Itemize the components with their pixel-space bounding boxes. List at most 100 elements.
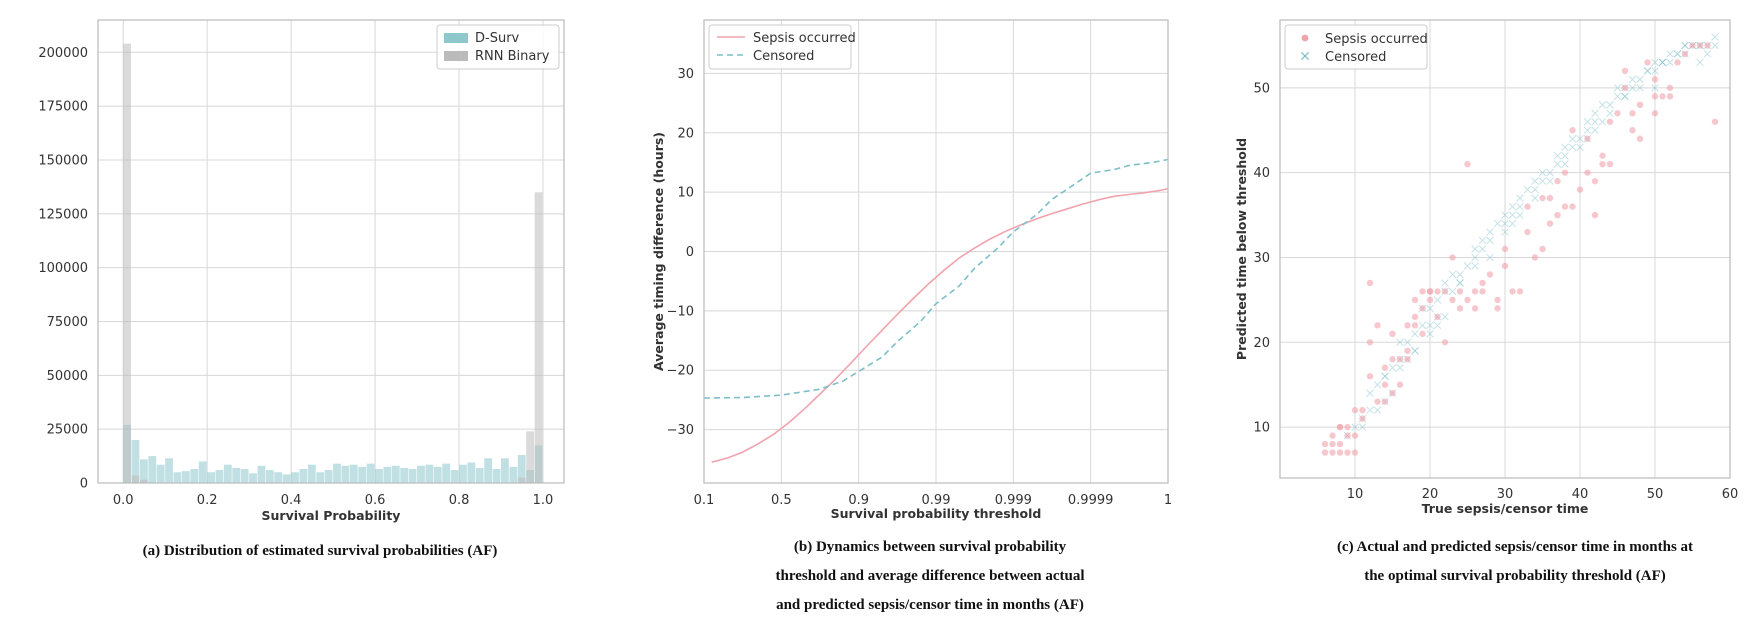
scatter-point-censored <box>1516 194 1524 202</box>
scatter-point-censored <box>1381 372 1389 380</box>
scatter-point-sepsis-occurred <box>1389 356 1396 363</box>
histogram-bar-dsurv <box>274 472 283 483</box>
scatter-point-censored <box>1621 92 1629 101</box>
x-tick-label: 0.9999 <box>1068 493 1114 508</box>
scatter-point-sepsis-occurred <box>1599 160 1606 168</box>
scatter-point-sepsis-occurred <box>1381 364 1389 371</box>
scatter-point-censored <box>1583 126 1592 135</box>
scatter-point-sepsis-occurred <box>1449 296 1456 304</box>
scatter-point-censored <box>1418 321 1427 330</box>
scatter-point-sepsis-occurred <box>1696 42 1704 49</box>
scatter-point-sepsis-occurred <box>1479 288 1486 295</box>
histogram-bar-dsurv <box>156 464 165 483</box>
scatter-point-sepsis-occurred <box>1419 305 1426 312</box>
scatter-point-sepsis-occurred <box>1389 330 1396 338</box>
scatter-point-sepsis-occurred <box>1351 406 1359 414</box>
scatter-point-censored <box>1456 279 1464 287</box>
legend-label: Censored <box>1325 50 1386 65</box>
scatter-point-censored <box>1583 118 1592 126</box>
scatter-point-sepsis-occurred <box>1321 440 1329 448</box>
scatter-point-sepsis-occurred <box>1554 177 1561 185</box>
y-tick-label: 10 <box>1253 421 1270 436</box>
histogram-bar-dsurv <box>333 463 341 483</box>
scatter-point-sepsis-occurred <box>1389 389 1396 397</box>
scatter-point-censored <box>1426 330 1434 338</box>
scatter-point-sepsis-occurred <box>1336 440 1344 448</box>
y-tick-label: 30 <box>677 67 694 82</box>
scatter-point-sepsis-occurred <box>1539 245 1546 253</box>
scatter-point-sepsis-occurred <box>1411 313 1419 321</box>
legend-label: Sepsis occurred <box>1325 32 1428 47</box>
x-tick-label: 40 <box>1572 487 1589 502</box>
scatter-point-censored <box>1673 50 1682 58</box>
scatter-point-censored <box>1471 262 1479 270</box>
scatter-point-censored <box>1426 304 1434 313</box>
scatter-point-sepsis-occurred <box>1531 254 1539 261</box>
caption-line: (b) Dynamics between survival probabilit… <box>793 539 1067 555</box>
histogram-bar-dsurv <box>492 469 501 483</box>
scatter-point-censored <box>1651 67 1659 75</box>
histogram-bar-dsurv <box>223 464 232 483</box>
y-tick-label: 50 <box>1253 81 1270 96</box>
y-tick-label: 100000 <box>38 261 88 276</box>
scatter-point-censored <box>1643 67 1652 75</box>
scatter-point-sepsis-occurred <box>1434 313 1441 321</box>
scatter-point-sepsis-occurred <box>1441 339 1449 346</box>
scatter-point-censored <box>1538 168 1547 177</box>
scatter-point-sepsis-occurred <box>1591 211 1599 219</box>
scatter-point-censored <box>1546 168 1554 177</box>
scatter-point-sepsis-occurred <box>1456 305 1464 312</box>
scatter-point-censored <box>1568 134 1577 143</box>
scatter-point-sepsis-occurred <box>1381 398 1389 405</box>
scatter-point-censored <box>1591 126 1599 135</box>
scatter-point-censored <box>1553 151 1562 160</box>
scatter-point-censored <box>1508 211 1517 219</box>
scatter-point-censored <box>1673 50 1682 58</box>
scatter-point-censored <box>1441 279 1449 287</box>
x-tick-label: 50 <box>1647 487 1664 502</box>
plot-frame <box>703 19 1169 484</box>
caption-c: (c) Actual and predicted sepsis/censor t… <box>1290 533 1740 591</box>
scatter-point-sepsis-occurred <box>1321 449 1329 456</box>
scatter-point-sepsis-occurred <box>1516 288 1524 295</box>
scatter-point-censored <box>1433 296 1442 304</box>
scatter-point-sepsis-occurred <box>1546 194 1554 202</box>
y-tick-label: 20 <box>1253 336 1270 351</box>
scatter-point-sepsis-occurred <box>1426 288 1434 295</box>
x-tick-label: 10 <box>1347 487 1364 502</box>
scatter-point-sepsis-occurred <box>1629 127 1636 134</box>
histogram-bar-dsurv <box>442 463 451 483</box>
scatter-point-sepsis-occurred <box>1524 228 1531 236</box>
x-tick-label: 0.9 <box>848 493 869 508</box>
scatter-point-sepsis-occurred <box>1396 381 1404 388</box>
scatter-point-censored <box>1651 84 1659 92</box>
scatter-point-censored <box>1426 321 1434 330</box>
scatter-point-censored <box>1561 151 1569 160</box>
scatter-point-censored <box>1696 58 1704 67</box>
legend-marker <box>1301 34 1309 42</box>
scatter-point-sepsis-occurred <box>1569 127 1576 134</box>
y-tick-label: 10 <box>677 186 694 201</box>
histogram-bar-dsurv <box>249 473 257 483</box>
histogram-bar-dsurv <box>173 472 182 483</box>
scatter-point-censored <box>1471 253 1479 262</box>
scatter-point-censored <box>1628 75 1637 84</box>
y-tick-label: 75000 <box>47 315 88 330</box>
histogram-bar-dsurv <box>391 465 400 483</box>
histogram-bar-dsurv <box>265 470 274 483</box>
legend-label: Sepsis occurred <box>753 31 856 46</box>
scatter-point-censored <box>1373 406 1382 414</box>
scatter-point-sepsis-occurred <box>1509 288 1516 295</box>
legend-swatch <box>444 33 468 43</box>
scatter-point-sepsis-occurred <box>1374 322 1381 329</box>
scatter-point-censored <box>1591 109 1599 118</box>
scatter-point-sepsis-occurred <box>1644 59 1651 66</box>
x-tick-label: 0.0 <box>113 493 134 508</box>
histogram-bar-dsurv <box>501 458 509 483</box>
histogram-bar-dsurv <box>383 466 392 483</box>
scatter-point-censored <box>1681 41 1689 50</box>
legend-marker <box>1300 51 1310 61</box>
scatter-point-censored <box>1666 58 1674 67</box>
scatter-point-censored <box>1508 219 1517 228</box>
plot-frame <box>97 19 565 484</box>
